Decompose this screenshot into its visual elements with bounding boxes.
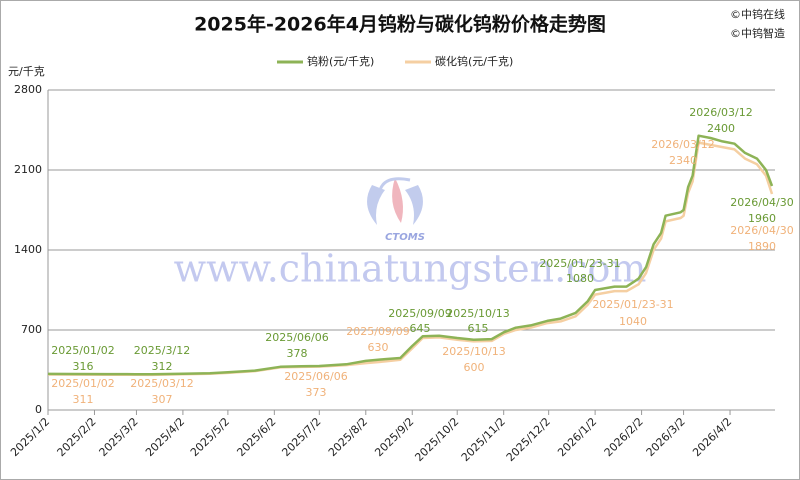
y-tick-label: 2100 bbox=[14, 163, 42, 176]
annotation-date: 2025/06/06 bbox=[284, 370, 347, 383]
credit: ©中钨智造 bbox=[730, 26, 785, 40]
annotation-date: 2026/04/30 bbox=[730, 196, 793, 209]
series-line bbox=[47, 134, 774, 376]
annotation-date: 2026/03/12 bbox=[651, 138, 714, 151]
annotation-date: 2025/01/23-31 bbox=[539, 257, 620, 270]
y-tick-label: 1400 bbox=[14, 243, 42, 256]
annotation-date: 2026/03/12 bbox=[689, 106, 752, 119]
watermark-logo bbox=[367, 177, 423, 225]
annotation-value: 1890 bbox=[748, 240, 776, 253]
annotation-date: 2025/06/06 bbox=[265, 331, 328, 344]
annotation-value: 373 bbox=[306, 386, 327, 399]
y-tick-label: 700 bbox=[21, 323, 42, 336]
annotation-value: 307 bbox=[152, 393, 173, 406]
annotation-value: 312 bbox=[152, 360, 173, 373]
annotation-date: 2025/10/13 bbox=[442, 345, 505, 358]
annotation-value: 1960 bbox=[748, 212, 776, 225]
annotation-value: 600 bbox=[464, 361, 485, 374]
watermark: www.chinatungsten.com bbox=[174, 247, 647, 291]
annotation-value: 2400 bbox=[707, 122, 735, 135]
annotation-value: 2340 bbox=[669, 154, 697, 167]
annotation-value: 316 bbox=[73, 360, 94, 373]
annotation-date: 2025/01/02 bbox=[51, 377, 114, 390]
y-tick-label: 2800 bbox=[14, 83, 42, 96]
annotation-value: 630 bbox=[368, 341, 389, 354]
annotation-value: 1080 bbox=[566, 272, 594, 285]
annotation-date: 2026/04/30 bbox=[730, 224, 793, 237]
annotation-date: 2025/10/13 bbox=[446, 307, 509, 320]
annotation-date: 2025/03/12 bbox=[130, 377, 193, 390]
chart-title: 2025年-2026年4月钨粉与碳化钨粉价格走势图 bbox=[194, 13, 606, 36]
annotation-value: 645 bbox=[410, 322, 431, 335]
annotation-value: 311 bbox=[73, 393, 94, 406]
y-tick-label: 0 bbox=[35, 403, 42, 416]
y-axis-label: 元/千克 bbox=[8, 65, 45, 78]
annotation-value: 615 bbox=[468, 322, 489, 335]
legend-label: 钨粉(元/千克) bbox=[307, 55, 374, 68]
legend-label: 碳化钨(元/千克) bbox=[435, 54, 513, 68]
annotation-value: 378 bbox=[287, 347, 308, 360]
annotation-date: 2025/01/02 bbox=[51, 344, 114, 357]
annotation-date: 2025/01/23-31 bbox=[592, 298, 673, 311]
annotation-date: 2025/3/12 bbox=[134, 344, 190, 357]
annotation-date: 2025/09/09 bbox=[388, 307, 451, 320]
annotation-date: 2025/09/09 bbox=[346, 325, 409, 338]
annotation-value: 1040 bbox=[619, 315, 647, 328]
credit: ©中钨在线 bbox=[730, 7, 785, 21]
watermark-logo-text: CTOMS bbox=[385, 232, 425, 243]
